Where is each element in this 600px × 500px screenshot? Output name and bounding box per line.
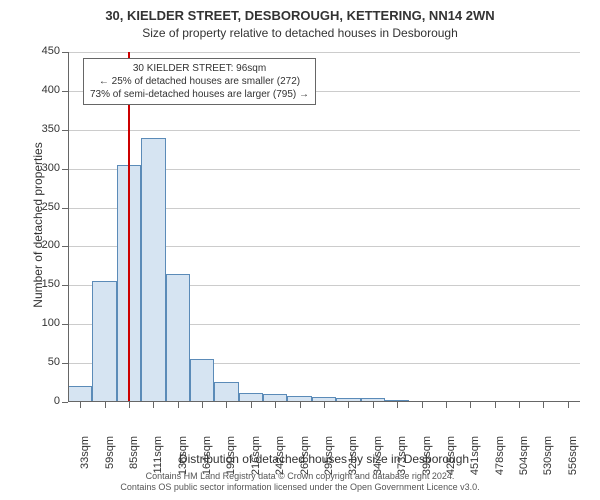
chart-subtitle: Size of property relative to detached ho… [0, 26, 600, 40]
y-tick-mark [62, 324, 68, 325]
y-tick-mark [62, 169, 68, 170]
y-tick-mark [62, 402, 68, 403]
x-tick-mark [275, 402, 276, 408]
x-tick-mark [422, 402, 423, 408]
footer-line1: Contains HM Land Registry data © Crown c… [0, 471, 600, 483]
footer-attribution: Contains HM Land Registry data © Crown c… [0, 471, 600, 494]
footer-line2: Contains OS public sector information li… [0, 482, 600, 494]
x-tick-mark [470, 402, 471, 408]
y-axis-title: Number of detached properties [31, 125, 45, 325]
y-tick-label: 50 [20, 356, 60, 368]
bar [190, 359, 214, 402]
annotation-line1: 30 KIELDER STREET: 96sqm [90, 62, 309, 75]
x-tick-mark [543, 402, 544, 408]
gridline [68, 52, 580, 53]
y-axis-line [68, 52, 69, 402]
x-tick-mark [105, 402, 106, 408]
x-tick-mark [129, 402, 130, 408]
annotation-line2: ← 25% of detached houses are smaller (27… [90, 75, 309, 88]
x-tick-mark [226, 402, 227, 408]
x-tick-mark [519, 402, 520, 408]
plot-area: 30 KIELDER STREET: 96sqm ← 25% of detach… [68, 52, 580, 402]
x-tick-mark [80, 402, 81, 408]
y-tick-label: 0 [20, 395, 60, 407]
y-tick-mark [62, 208, 68, 209]
y-tick-mark [62, 285, 68, 286]
y-tick-mark [62, 52, 68, 53]
y-tick-label: 400 [20, 84, 60, 96]
x-tick-mark [568, 402, 569, 408]
chart-title-address: 30, KIELDER STREET, DESBOROUGH, KETTERIN… [0, 8, 600, 23]
gridline [68, 130, 580, 131]
x-axis-title: Distribution of detached houses by size … [68, 452, 580, 466]
x-tick-mark [178, 402, 179, 408]
annotation-line3: 73% of semi-detached houses are larger (… [90, 88, 309, 101]
bar [141, 138, 165, 402]
x-tick-mark [397, 402, 398, 408]
chart-container: 30, KIELDER STREET, DESBOROUGH, KETTERIN… [0, 0, 600, 500]
y-tick-label: 450 [20, 45, 60, 57]
x-tick-mark [251, 402, 252, 408]
x-tick-mark [495, 402, 496, 408]
bar [92, 281, 116, 402]
bar [68, 386, 92, 402]
bar [166, 274, 190, 402]
x-tick-mark [153, 402, 154, 408]
x-tick-mark [324, 402, 325, 408]
annotation-box: 30 KIELDER STREET: 96sqm ← 25% of detach… [83, 58, 316, 105]
x-tick-mark [348, 402, 349, 408]
x-tick-mark [300, 402, 301, 408]
bar [214, 382, 238, 402]
y-tick-mark [62, 91, 68, 92]
x-tick-mark [446, 402, 447, 408]
y-tick-mark [62, 363, 68, 364]
x-tick-mark [202, 402, 203, 408]
x-tick-mark [373, 402, 374, 408]
y-tick-mark [62, 130, 68, 131]
y-tick-mark [62, 246, 68, 247]
